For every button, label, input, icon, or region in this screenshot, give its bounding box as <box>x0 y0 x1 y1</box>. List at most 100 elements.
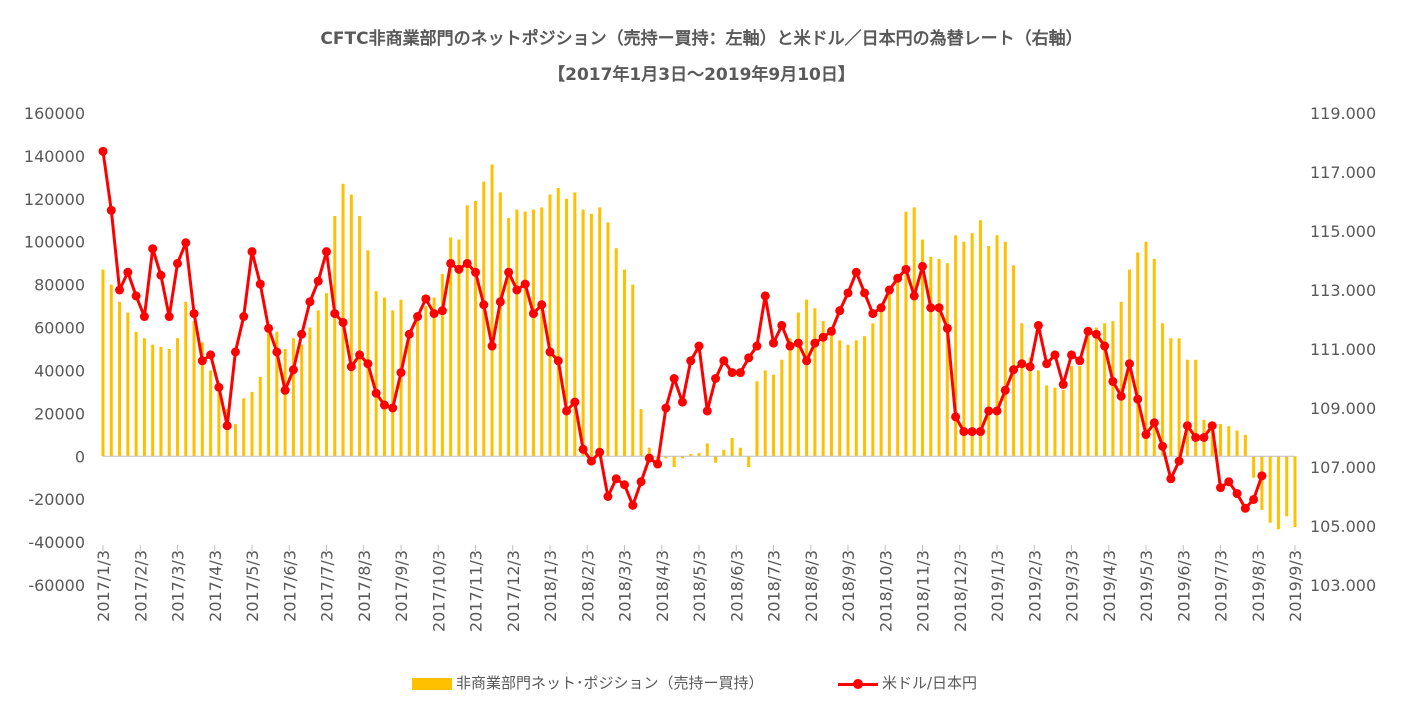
net-position-bar <box>167 349 171 457</box>
net-position-bar <box>391 310 395 457</box>
usdjpy-point <box>893 273 903 283</box>
net-position-bar <box>134 331 138 457</box>
usdjpy-point <box>222 421 232 431</box>
y-right-tick-label: 109.000 <box>1310 399 1376 418</box>
usdjpy-point <box>305 297 315 307</box>
y-left-tick-label: -20000 <box>28 490 85 509</box>
usdjpy-point <box>826 326 836 336</box>
net-position-bar <box>1293 456 1297 528</box>
legend-label-net-position: 非商業部門ネット･ポジション（売持ー買持） <box>456 674 764 692</box>
usdjpy-point <box>545 347 555 357</box>
net-position-bar <box>449 237 453 457</box>
usdjpy-point <box>148 244 158 254</box>
net-position-bar <box>1252 456 1256 478</box>
usdjpy-point <box>164 312 174 322</box>
usdjpy-point <box>735 368 745 378</box>
chart-title: CFTC非商業部門のネットポジション（売持ー買持：左軸）と米ドル／日本円の為替レ… <box>320 29 1083 49</box>
y-left-tick-label: 60000 <box>34 319 85 338</box>
net-position-bar <box>1235 430 1239 457</box>
usdjpy-point <box>197 356 207 366</box>
x-tick-label: 2018/8/3 <box>802 550 821 622</box>
legend-label-usdjpy: 米ドル/日本円 <box>882 674 978 692</box>
net-position-bar <box>614 248 618 457</box>
net-position-bar <box>1169 338 1173 457</box>
usdjpy-point <box>288 365 298 375</box>
usdjpy-point <box>595 447 605 457</box>
y-left-tick-label: 0 <box>75 447 85 466</box>
usdjpy-point <box>620 480 629 490</box>
usdjpy-point <box>967 427 977 437</box>
usdjpy-point <box>876 303 886 313</box>
usdjpy-point <box>156 270 166 280</box>
net-position-bar <box>440 273 444 457</box>
net-position-bar <box>1053 387 1057 457</box>
net-position-bar <box>879 306 883 457</box>
net-position-bar <box>109 284 113 457</box>
usdjpy-point <box>520 279 530 289</box>
usdjpy-point <box>504 267 514 277</box>
net-position-bar <box>921 239 924 457</box>
usdjpy-point <box>777 320 787 330</box>
net-position-bar <box>184 301 188 457</box>
x-tick-label: 2019/5/3 <box>1137 550 1156 622</box>
x-tick-label: 2017/4/3 <box>206 550 225 622</box>
net-position-bar <box>374 291 378 457</box>
net-position-bar <box>515 209 519 457</box>
x-tick-label: 2017/12/3 <box>504 550 523 632</box>
usdjpy-point <box>1141 430 1151 440</box>
net-position-bar <box>250 391 254 457</box>
usdjpy-point <box>330 309 340 319</box>
usdjpy-point <box>1207 421 1217 431</box>
usdjpy-point <box>611 474 621 484</box>
x-tick-label: 2017/9/3 <box>392 550 411 622</box>
x-tick-label: 2018/11/3 <box>914 550 933 632</box>
net-position-bar <box>854 340 858 457</box>
y-left-tick-label: 120000 <box>24 190 85 209</box>
net-position-bar <box>788 338 792 457</box>
net-position-bar <box>987 246 991 457</box>
net-position-bar <box>225 409 229 457</box>
usdjpy-point <box>446 258 456 268</box>
net-position-bar <box>1036 370 1040 457</box>
usdjpy-point <box>909 291 919 301</box>
usdjpy-point <box>669 374 679 383</box>
usdjpy-point <box>512 285 522 295</box>
net-position-bar <box>978 220 982 457</box>
usdjpy-point <box>388 403 398 413</box>
net-position-bar <box>1285 456 1289 517</box>
usdjpy-point <box>98 146 108 156</box>
net-position-bar <box>714 456 718 463</box>
y-left-tick-label: 20000 <box>34 404 85 423</box>
y-left-tick-label: -60000 <box>28 576 85 595</box>
legend-item-usdjpy: 米ドル/日本円 <box>838 672 977 693</box>
net-position-bar <box>904 211 908 457</box>
usdjpy-point <box>297 329 307 339</box>
usdjpy-point <box>338 317 348 327</box>
net-position-bar <box>887 288 891 457</box>
usdjpy-point <box>214 382 224 392</box>
net-position-bar <box>465 205 469 457</box>
net-position-bar <box>1185 359 1189 457</box>
chart-subtitle: 【2017年1月3日～2019年9月10日】 <box>548 65 855 85</box>
net-position-bar <box>763 370 767 457</box>
net-position-bar <box>1260 456 1264 510</box>
usdjpy-point <box>1174 456 1184 466</box>
usdjpy-point <box>942 323 952 333</box>
usdjpy-point <box>1091 329 1101 339</box>
x-tick-label: 2017/10/3 <box>429 550 448 632</box>
net-position-bar <box>1119 301 1123 457</box>
usdjpy-point <box>1257 471 1267 481</box>
net-position-bar <box>151 344 155 457</box>
x-tick-label: 2017/8/3 <box>355 550 374 622</box>
net-position-bar <box>308 327 312 457</box>
usdjpy-point <box>189 309 199 319</box>
x-tick-label: 2019/6/3 <box>1174 550 1193 622</box>
net-position-bar <box>863 336 867 457</box>
net-position-bar <box>498 192 502 457</box>
usdjpy-point <box>115 285 125 295</box>
usdjpy-point <box>280 385 290 395</box>
usdjpy-point <box>851 267 861 277</box>
net-position-bar <box>457 239 461 457</box>
net-position-bar <box>118 301 122 457</box>
usdjpy-point <box>686 356 696 366</box>
